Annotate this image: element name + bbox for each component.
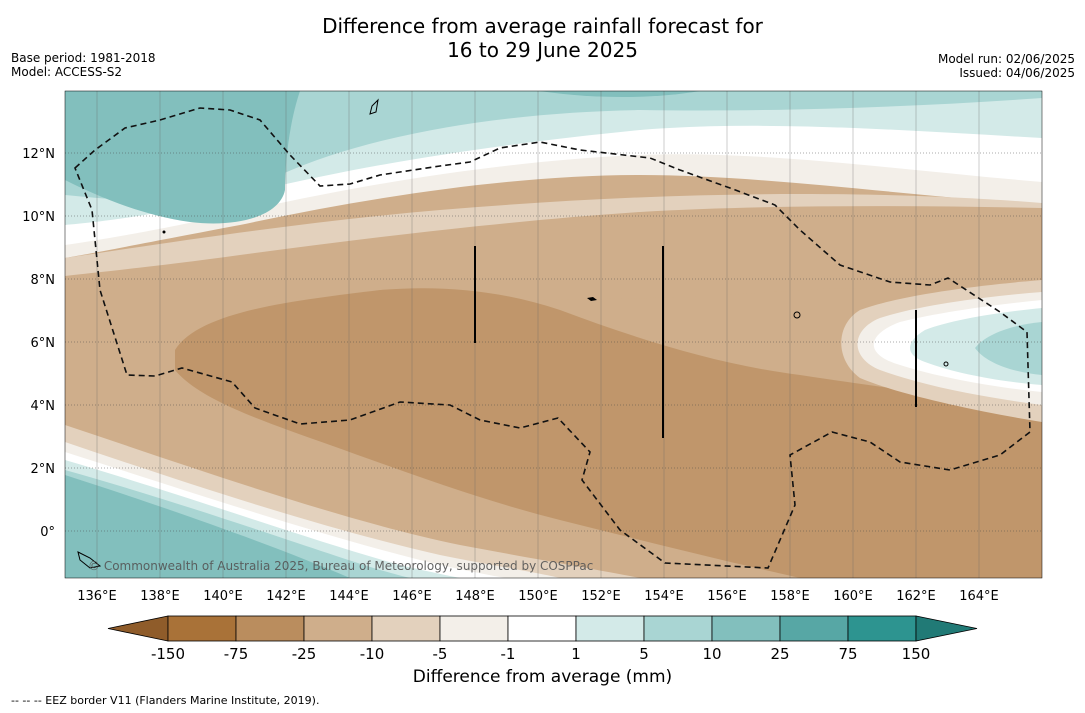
island-pohnpei: [793, 311, 801, 319]
colorbar-tick-label: 75: [838, 645, 857, 663]
longitude-label: 156°E: [707, 589, 747, 604]
base-period: Base period: 1981-2018: [11, 51, 156, 65]
colorbar-tick-label: -5: [433, 645, 448, 663]
longitude-label: 160°E: [833, 589, 873, 604]
title-line-2: 16 to 29 June 2025: [447, 38, 638, 62]
title-line-1: Difference from average rainfall forecas…: [322, 14, 763, 38]
band-dry-core: [175, 288, 1042, 578]
colorbar-segment: [643, 615, 713, 642]
longitude-labels: 136°E 138°E 140°E 142°E 144°E 146°E 148°E 150°E…: [77, 589, 999, 604]
colorbar-tick-label: -75: [224, 645, 249, 663]
latitude-label: 8°N: [31, 273, 56, 288]
latitude-labels: 12°N 10°N 8°N 6°N 4°N 2°N 0°: [22, 147, 55, 540]
colorbar-tick-label: 25: [770, 645, 789, 663]
colorbar-tick-label: -150: [151, 645, 185, 663]
longitude-label: 140°E: [203, 589, 243, 604]
island-new-guinea-coast: [77, 551, 102, 569]
island-chuuk: [587, 297, 597, 301]
colorbar-over-arrow: [915, 615, 978, 642]
colorbar-tick-label: 10: [702, 645, 721, 663]
latitude-label: 2°N: [31, 462, 56, 477]
island-kosrae: [943, 361, 949, 367]
colorbar-segment: [847, 615, 917, 642]
graticule: [65, 91, 1042, 578]
colorbar-segment: [779, 615, 849, 642]
colorbar-label: Difference from average (mm): [412, 667, 673, 687]
latitude-label: 6°N: [31, 336, 56, 351]
longitude-label: 144°E: [329, 589, 369, 604]
eez-border: [74, 107, 1031, 569]
colorbar-segment: [235, 615, 305, 642]
longitude-label: 136°E: [77, 589, 117, 604]
island-guam: [369, 98, 379, 115]
issued-date: Issued: 04/06/2025: [959, 66, 1075, 80]
map-field: [65, 91, 1042, 578]
band-south-3: [65, 475, 350, 578]
band-north-3: [65, 91, 300, 224]
colorbar-tick-label: -1: [501, 645, 516, 663]
longitude-label: 138°E: [140, 589, 180, 604]
longitude-label: 146°E: [392, 589, 432, 604]
map-title: Difference from average rainfall forecas…: [0, 14, 1085, 62]
colorbar-segment: [507, 615, 577, 642]
map-frame: [64, 90, 1043, 579]
colorbar-segment: [711, 615, 781, 642]
latitude-label: 4°N: [31, 399, 56, 414]
colorbar: -150 -75 -25 -10 -5 -1 1 5 10 25 75 150: [107, 615, 978, 663]
band-north-tan: [65, 194, 1042, 276]
band-north-2: [65, 91, 1042, 201]
band-north-brown: [65, 198, 1042, 300]
model-run: Model run: 02/06/2025: [937, 52, 1075, 66]
colorbar-tick-label: 1: [571, 645, 581, 663]
latitude-label: 0°: [40, 525, 55, 540]
longitude-label: 150°E: [518, 589, 558, 604]
colorbar-under-arrow: [107, 615, 169, 642]
latitude-label: 12°N: [22, 147, 55, 162]
latitude-label: 10°N: [22, 210, 55, 225]
colorbar-segment: [575, 615, 645, 642]
colorbar-segment: [439, 615, 509, 642]
copyright-text: © Commonwealth of Australia 2025, Bureau…: [88, 559, 593, 573]
longitude-label: 158°E: [770, 589, 810, 604]
eez-legend-note: -- -- -- EEZ border V11 (Flanders Marine…: [11, 694, 320, 707]
east-tongue-2: [975, 322, 1042, 375]
colorbar-segment: [303, 615, 373, 642]
longitude-label: 152°E: [581, 589, 621, 604]
longitude-label: 154°E: [644, 589, 684, 604]
colorbar-segment: [167, 615, 237, 642]
meta-left: Base period: 1981-2018 Model: ACCESS-S2: [11, 51, 156, 79]
colorbar-tick-label: -25: [292, 645, 317, 663]
longitude-label: 142°E: [266, 589, 306, 604]
colorbar-tick-label: 150: [902, 645, 931, 663]
longitude-label: 148°E: [455, 589, 495, 604]
longitude-label: 162°E: [896, 589, 936, 604]
colorbar-tick-label: -10: [360, 645, 385, 663]
island-yap: [162, 230, 166, 234]
meta-right: Model run: 02/06/2025 Issued: 04/06/2025: [938, 52, 1075, 80]
colorbar-segment: [371, 615, 441, 642]
longitude-label: 164°E: [959, 589, 999, 604]
colorbar-tick-label: 5: [639, 645, 649, 663]
band-north-3b: [540, 91, 700, 98]
model-name: Model: ACCESS-S2: [11, 65, 123, 79]
